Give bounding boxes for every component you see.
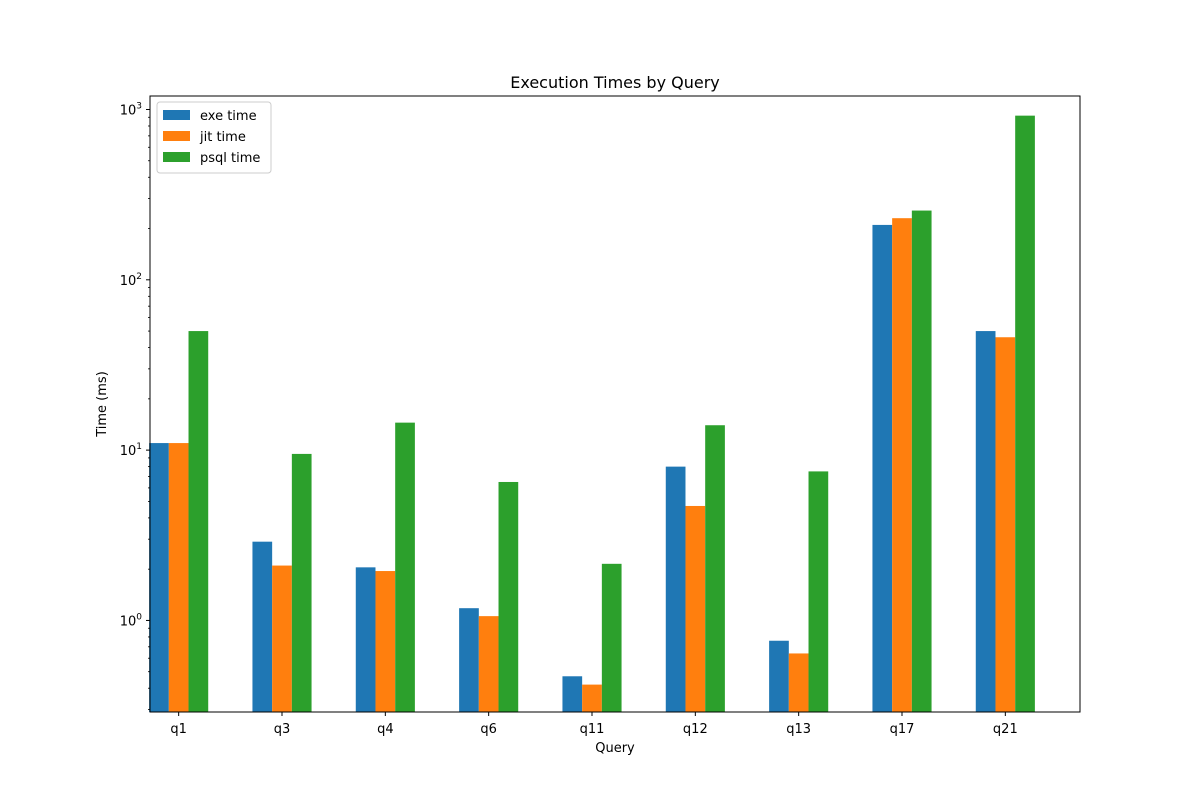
bar-q21-exe-time: [975, 331, 996, 712]
bar-q11-jit-time: [582, 684, 602, 712]
y-tick-label-10: 101: [120, 442, 142, 459]
x-tick-label-q12: q12: [683, 722, 708, 737]
bar-q4-exe-time: [355, 567, 376, 712]
legend-swatch-jit-time: [163, 131, 190, 141]
legend-label-exe-time: exe time: [200, 109, 257, 124]
bar-q3-jit-time: [272, 565, 292, 712]
bar-q6-exe-time: [459, 608, 479, 712]
bar-q1-jit-time: [168, 443, 189, 712]
bar-q1-exe-time: [149, 443, 169, 712]
bar-q21-jit-time: [995, 337, 1016, 712]
legend-swatch-exe-time: [163, 110, 190, 120]
bar-q12-exe-time: [665, 466, 686, 712]
bar-q4-psql-time: [395, 422, 415, 712]
bar-q12-jit-time: [685, 505, 706, 712]
bar-q13-exe-time: [769, 640, 789, 712]
y-axis: 100 101 102 103: [120, 101, 150, 710]
bar-q3-psql-time: [291, 453, 312, 712]
bar-q4-jit-time: [375, 571, 396, 712]
x-tick-label-q13: q13: [786, 722, 811, 737]
x-tick-label-q6: q6: [480, 722, 497, 737]
legend-label-jit-time: jit time: [199, 130, 246, 145]
bar-q13-psql-time: [808, 471, 829, 712]
y-axis-label: Time (ms): [95, 371, 110, 438]
plot-frame: [149, 95, 1081, 713]
bar-q17-exe-time: [872, 224, 893, 713]
x-tick-label-q3: q3: [274, 722, 291, 737]
legend: exe time jit time psql time: [156, 101, 272, 174]
bar-q12-psql-time: [705, 425, 725, 712]
bar-q6-jit-time: [478, 616, 499, 712]
bar-q3-exe-time: [252, 541, 273, 712]
x-tick-label-q11: q11: [580, 722, 605, 737]
bar-q17-jit-time: [892, 218, 912, 712]
x-axis: q1 q3 q4 q6 q11 q12 q13 q17 q21: [170, 712, 1018, 737]
bars-group: [149, 115, 1035, 713]
y-tick-label-1000: 103: [120, 101, 142, 118]
x-tick-label-q21: q21: [993, 722, 1018, 737]
bar-q11-exe-time: [562, 676, 583, 712]
x-axis-label: Query: [595, 741, 635, 756]
bar-q6-psql-time: [498, 481, 519, 712]
x-tick-label-q17: q17: [890, 722, 915, 737]
bar-q1-psql-time: [188, 331, 209, 712]
bar-q17-psql-time: [911, 210, 932, 712]
legend-swatch-psql-time: [163, 152, 190, 162]
bar-q11-psql-time: [601, 563, 622, 712]
bar-q21-psql-time: [1015, 115, 1035, 712]
x-tick-label-q1: q1: [170, 722, 187, 737]
y-tick-label-100: 102: [120, 272, 142, 289]
legend-label-psql-time: psql time: [200, 151, 260, 166]
bar-q13-jit-time: [788, 653, 809, 712]
y-tick-label-1: 100: [120, 612, 143, 629]
x-tick-label-q4: q4: [377, 722, 394, 737]
chart-title: Execution Times by Query: [510, 73, 720, 92]
